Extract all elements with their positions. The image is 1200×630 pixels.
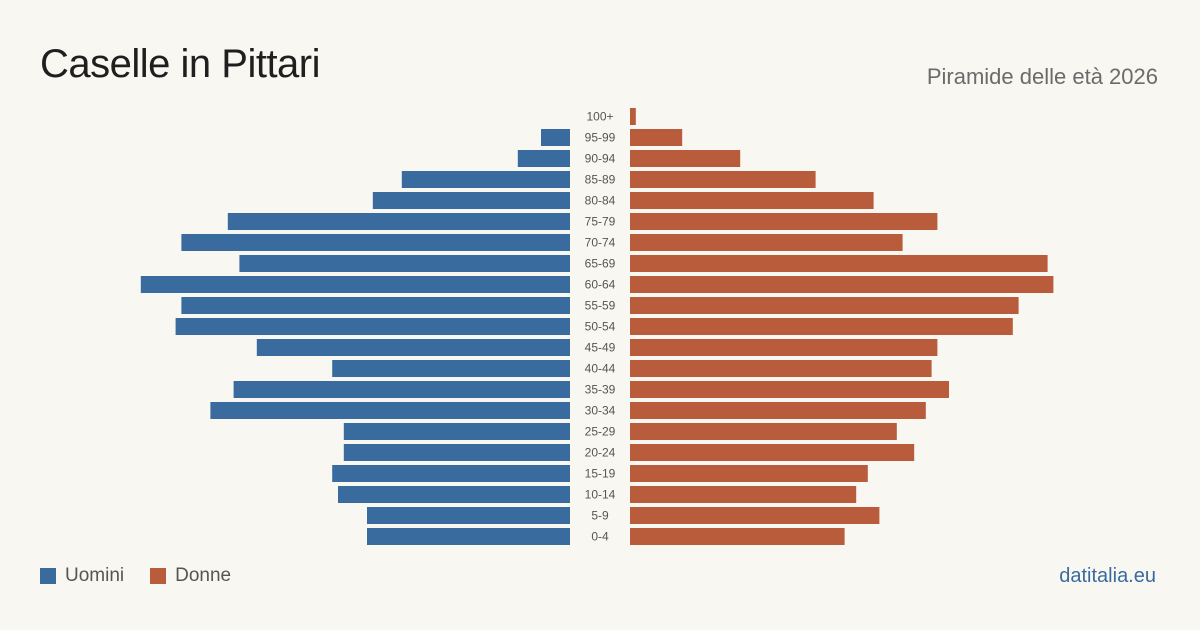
bar-men-70-74 <box>181 234 570 251</box>
legend-label-men: Uomini <box>65 565 125 586</box>
bar-women-65-69 <box>630 255 1048 272</box>
age-label-15-19: 15-19 <box>585 467 616 481</box>
legend-item-women: Donne <box>150 565 231 587</box>
age-label-25-29: 25-29 <box>585 425 616 439</box>
bar-women-25-29 <box>630 423 897 440</box>
legend-label-women: Donne <box>175 565 232 586</box>
bar-women-45-49 <box>630 339 938 356</box>
age-label-85-89: 85-89 <box>585 173 616 187</box>
bar-women-20-24 <box>630 444 915 461</box>
legend-item-men: Uomini <box>40 565 124 587</box>
age-label-60-64: 60-64 <box>585 278 616 292</box>
age-label-90-94: 90-94 <box>585 152 616 166</box>
age-label-50-54: 50-54 <box>585 320 616 334</box>
legend-swatch-women <box>150 568 167 584</box>
bar-men-50-54 <box>175 318 570 335</box>
bar-women-85-89 <box>630 171 816 188</box>
bar-women-0-4 <box>630 528 845 545</box>
bar-women-95-99 <box>630 129 683 146</box>
age-label-35-39: 35-39 <box>585 383 616 397</box>
age-label-5-9: 5-9 <box>591 509 609 523</box>
bar-men-60-64 <box>140 276 571 293</box>
bar-men-55-59 <box>181 297 570 314</box>
bar-men-40-44 <box>332 360 570 377</box>
age-label-0-4: 0-4 <box>591 530 609 544</box>
age-label-20-24: 20-24 <box>585 446 616 460</box>
age-label-75-79: 75-79 <box>585 215 616 229</box>
age-label-95-99: 95-99 <box>585 131 616 145</box>
page-title: Caselle in Pittari <box>40 42 321 86</box>
bar-women-50-54 <box>630 318 1013 335</box>
age-label-40-44: 40-44 <box>585 362 616 376</box>
bar-men-35-39 <box>233 381 570 398</box>
bar-men-90-94 <box>517 150 570 167</box>
bar-women-55-59 <box>630 297 1019 314</box>
bar-men-0-4 <box>367 528 570 545</box>
source-link[interactable]: datitalia.eu <box>1059 565 1156 587</box>
bar-women-70-74 <box>630 234 903 251</box>
bar-women-80-84 <box>630 192 874 209</box>
bar-men-25-29 <box>343 423 570 440</box>
bar-women-5-9 <box>630 507 880 524</box>
age-label-65-69: 65-69 <box>585 257 616 271</box>
age-label-70-74: 70-74 <box>585 236 616 250</box>
bar-women-90-94 <box>630 150 741 167</box>
bar-women-30-34 <box>630 402 926 419</box>
bar-women-35-39 <box>630 381 949 398</box>
bar-men-5-9 <box>367 507 570 524</box>
bar-men-80-84 <box>372 192 570 209</box>
age-label-55-59: 55-59 <box>585 299 616 313</box>
bar-men-15-19 <box>332 465 570 482</box>
bar-men-75-79 <box>227 213 571 230</box>
bar-men-45-49 <box>256 339 570 356</box>
bar-men-85-89 <box>401 171 570 188</box>
bar-men-10-14 <box>338 486 570 503</box>
age-label-30-34: 30-34 <box>585 404 616 418</box>
bar-women-40-44 <box>630 360 932 377</box>
bar-men-95-99 <box>541 129 570 146</box>
bar-women-15-19 <box>630 465 868 482</box>
legend-swatch-men <box>40 568 56 584</box>
age-label-80-84: 80-84 <box>585 194 616 208</box>
bar-women-100plus <box>630 108 636 125</box>
bar-men-65-69 <box>239 255 570 272</box>
bar-women-60-64 <box>630 276 1054 293</box>
age-label-10-14: 10-14 <box>585 488 616 502</box>
bar-women-75-79 <box>630 213 938 230</box>
chart-legend: Uomini Donne <box>40 565 257 587</box>
age-label-100plus: 100+ <box>586 110 613 124</box>
chart-subtitle: Piramide delle età 2026 <box>926 64 1158 89</box>
age-label-45-49: 45-49 <box>585 341 616 355</box>
bar-men-20-24 <box>343 444 570 461</box>
bar-men-30-34 <box>210 402 570 419</box>
bar-women-10-14 <box>630 486 857 503</box>
